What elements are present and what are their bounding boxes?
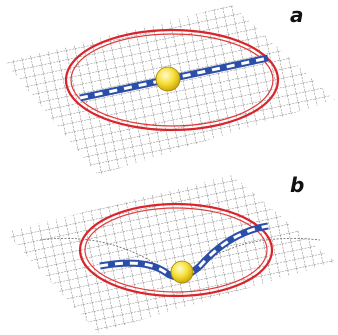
panel-label: b [290, 173, 304, 197]
panel-b: b [0, 170, 338, 335]
panel-label: a [290, 3, 304, 27]
panel-a: a [0, 0, 338, 180]
figure: a b [0, 0, 338, 335]
curved-grid [0, 170, 338, 335]
mass [156, 67, 180, 91]
mass [171, 261, 193, 283]
